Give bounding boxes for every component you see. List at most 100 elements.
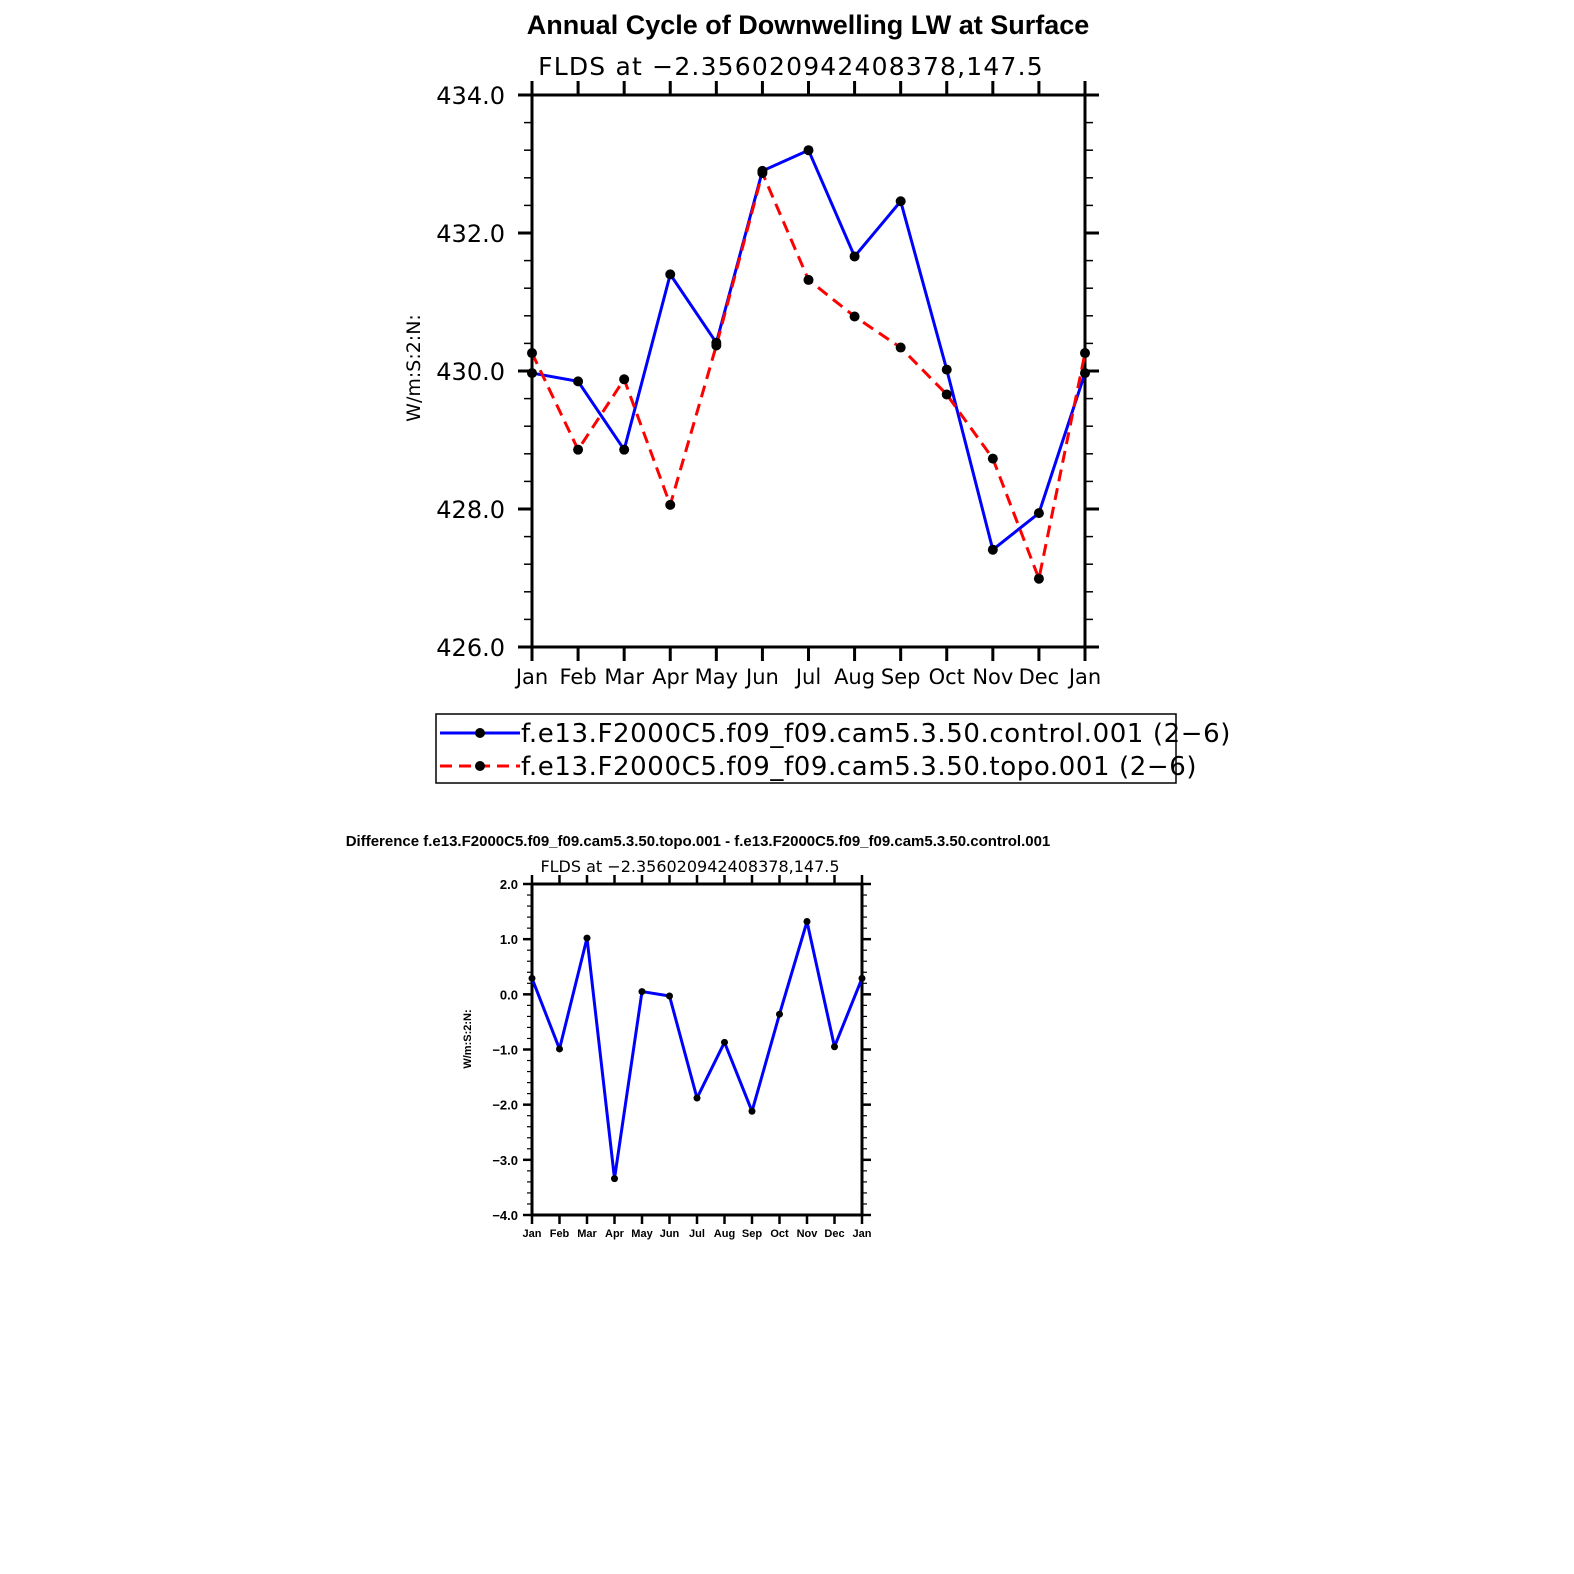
data-point-0 <box>583 934 591 942</box>
x-tick-label: Sep <box>742 1228 762 1240</box>
data-point-1 <box>527 348 537 359</box>
difference-subtitle: FLDS at −2.356020942408378,147.5 <box>540 857 839 876</box>
difference-axis-ticks: Jan Feb Mar Apr May Jun Jul Aug Sep Oct Nov Dec Jan−… <box>492 875 872 1240</box>
x-tick-label: Jan <box>1067 665 1101 689</box>
series-line-0 <box>531 148 1087 552</box>
x-tick-label: May <box>695 665 738 689</box>
difference-plot-frame <box>530 882 864 1217</box>
data-point-1 <box>711 340 722 351</box>
legend-box <box>435 713 1177 784</box>
y-tick-label: 1.0 <box>500 932 518 947</box>
data-point-1 <box>849 311 860 322</box>
data-point-0 <box>721 1038 728 1046</box>
x-tick-label: Aug <box>834 665 875 689</box>
series-line-0 <box>530 920 864 1181</box>
y-tick-label: 430.0 <box>436 358 505 386</box>
axis-ticks: Jan Feb Mar Apr May Jun Jul Aug Sep Oct Nov Dec Jan 4… <box>436 81 1101 689</box>
data-point-1 <box>803 274 814 285</box>
data-point-1 <box>573 444 584 455</box>
data-point-0 <box>527 368 537 379</box>
chart-title: Annual Cycle of Downwelling LW at Surfac… <box>527 10 1090 40</box>
data-point-0 <box>619 444 630 455</box>
data-point-1 <box>895 342 906 353</box>
x-tick-label: Oct <box>770 1228 789 1240</box>
y-tick-label: −1.0 <box>492 1043 518 1058</box>
y-tick-label: 434.0 <box>436 82 505 110</box>
data-point-0 <box>666 992 673 1000</box>
data-point-1 <box>619 374 630 385</box>
x-tick-label: Dec <box>1019 665 1060 689</box>
difference-series-layer <box>528 918 866 1183</box>
x-tick-label: Jun <box>744 665 779 689</box>
x-tick-label: Oct <box>929 665 965 689</box>
legend-marker-control <box>475 728 485 738</box>
difference-chart: Difference f.e13.F2000C5.f09_f09.cam5.3.… <box>346 833 1051 1240</box>
x-tick-label: Nov <box>797 1228 819 1240</box>
data-point-0 <box>849 251 860 262</box>
x-tick-label: Apr <box>652 665 689 689</box>
data-point-0 <box>693 1094 701 1102</box>
y-tick-label: −3.0 <box>492 1153 518 1168</box>
annual-cycle-chart: Annual Cycle of Downwelling LW at Surfac… <box>403 10 1231 784</box>
plot-border <box>530 882 864 1217</box>
y-tick-label: 426.0 <box>436 634 505 662</box>
series-line-1 <box>530 171 1087 581</box>
difference-y-axis-label: W/m:S:2:N: <box>462 1009 474 1068</box>
data-point-0 <box>665 269 676 280</box>
data-point-0 <box>987 544 998 555</box>
x-tick-label: Feb <box>550 1228 570 1240</box>
data-point-0 <box>638 988 646 996</box>
data-point-0 <box>895 196 906 207</box>
x-tick-label: Feb <box>559 665 596 689</box>
x-tick-label: Jan <box>514 665 548 689</box>
x-tick-label: May <box>631 1228 653 1240</box>
data-point-0 <box>803 918 811 926</box>
x-tick-label: Mar <box>577 1228 597 1240</box>
x-tick-label: Jan <box>853 1228 872 1240</box>
data-point-1 <box>941 389 952 400</box>
legend: f.e13.F2000C5.f09_f09.cam5.3.50.control.… <box>435 713 1231 784</box>
y-tick-label: 2.0 <box>500 877 518 892</box>
x-tick-label: Nov <box>972 665 1013 689</box>
y-tick-label: −4.0 <box>492 1208 518 1223</box>
legend-label-control: f.e13.F2000C5.f09_f09.cam5.3.50.control.… <box>521 719 1231 749</box>
data-point-0 <box>1080 368 1090 379</box>
plot-frame <box>530 93 1087 649</box>
x-tick-label: Jul <box>689 1228 705 1240</box>
y-tick-label: 428.0 <box>436 496 505 524</box>
difference-title: Difference f.e13.F2000C5.f09_f09.cam5.3.… <box>346 833 1051 850</box>
y-tick-label: 0.0 <box>500 987 518 1002</box>
data-point-0 <box>611 1175 618 1183</box>
x-tick-label: Jan <box>523 1228 542 1240</box>
data-point-0 <box>556 1045 563 1053</box>
data-point-0 <box>528 974 536 982</box>
plot-border <box>530 93 1087 649</box>
x-tick-label: Sep <box>881 665 921 689</box>
data-point-0 <box>1033 508 1044 519</box>
series-layer <box>527 145 1090 584</box>
legend-label-topo: f.e13.F2000C5.f09_f09.cam5.3.50.topo.001… <box>521 752 1197 782</box>
data-point-0 <box>748 1107 756 1115</box>
data-point-0 <box>831 1043 838 1051</box>
data-point-0 <box>858 974 866 982</box>
x-tick-label: Mar <box>604 665 644 689</box>
data-point-0 <box>776 1010 783 1018</box>
x-tick-label: Apr <box>605 1228 625 1240</box>
data-point-1 <box>987 453 998 464</box>
x-tick-label: Jun <box>660 1228 680 1240</box>
data-point-1 <box>757 167 768 178</box>
x-tick-label: Aug <box>714 1228 735 1240</box>
data-point-0 <box>573 376 584 387</box>
y-axis-label: W/m:S:2:N: <box>403 314 425 422</box>
data-point-1 <box>1033 573 1044 584</box>
legend-marker-topo <box>475 761 485 771</box>
data-point-0 <box>803 145 814 156</box>
data-point-1 <box>665 499 676 510</box>
x-tick-label: Jul <box>794 665 821 689</box>
y-tick-label: 432.0 <box>436 220 505 248</box>
y-tick-label: −2.0 <box>492 1098 518 1113</box>
data-point-1 <box>1080 348 1090 359</box>
data-point-0 <box>941 364 952 375</box>
x-tick-label: Dec <box>824 1228 844 1240</box>
